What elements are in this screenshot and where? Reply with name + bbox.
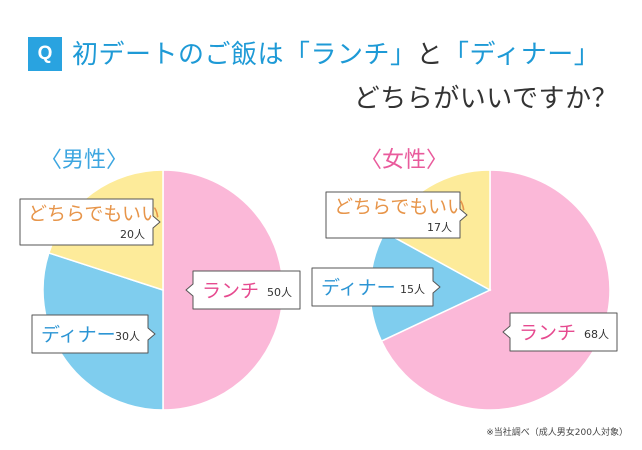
page-title: 初デートのご飯は「ランチ」と「ディナー」 — [72, 34, 600, 71]
title-prefix: 初デートのご飯は — [72, 40, 285, 70]
male-category-lunch: ランチ — [202, 280, 259, 302]
male-category-either: どちらでもいい — [28, 203, 160, 225]
female-category-either: どちらでもいい — [334, 196, 466, 218]
male-chart-title: 〈男性〉 — [40, 148, 129, 173]
female-label-lunch: ランチ 68人 — [502, 312, 618, 352]
male-label-lunch: ランチ 50人 — [185, 270, 301, 310]
page-subtitle: どちらがいいですか？ — [353, 84, 618, 114]
title-option-dinner: 「ディナー」 — [443, 40, 601, 70]
male-label-dinner: ディナー 30人 — [31, 314, 156, 354]
male-label-either: どちらでもいい 20人 — [19, 198, 161, 246]
female-category-dinner: ディナー — [321, 277, 396, 299]
male-value-dinner: 30人 — [115, 330, 140, 343]
female-label-either: どちらでもいい 17人 — [325, 191, 468, 239]
female-label-dinner: ディナー 15人 — [311, 267, 441, 307]
label-box — [19, 198, 161, 246]
female-category-lunch: ランチ — [519, 322, 576, 344]
female-value-either: 17人 — [427, 221, 452, 234]
female-value-dinner: 15人 — [400, 283, 425, 296]
label-box — [502, 312, 618, 352]
label-box — [31, 314, 156, 354]
female-chart-title: 〈女性〉 — [360, 148, 449, 173]
male-value-lunch: 50人 — [267, 286, 292, 299]
female-value-lunch: 68人 — [584, 328, 609, 341]
male-category-dinner: ディナー — [41, 324, 116, 346]
label-box — [325, 191, 468, 239]
title-option-lunch: 「ランチ」 — [284, 40, 417, 70]
male-value-either: 20人 — [120, 228, 145, 241]
title-connector: と — [416, 40, 444, 70]
label-box — [185, 270, 301, 310]
source-footnote: ※当社調べ（成人男女200人対象） — [486, 428, 628, 438]
label-box — [311, 267, 441, 307]
question-badge: Q — [28, 37, 62, 71]
